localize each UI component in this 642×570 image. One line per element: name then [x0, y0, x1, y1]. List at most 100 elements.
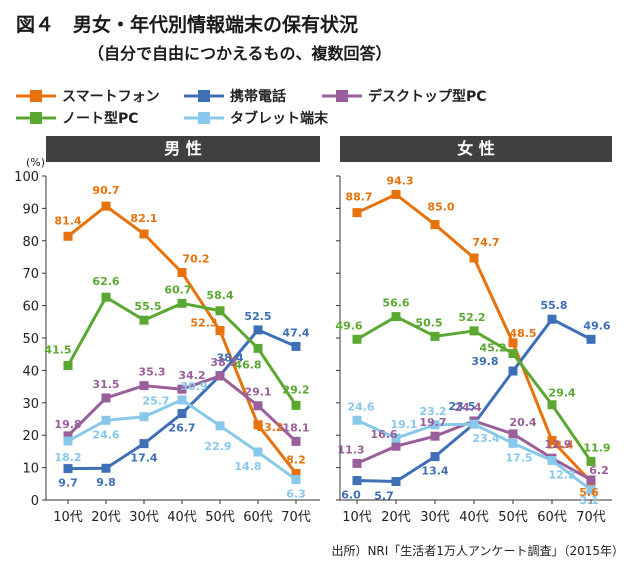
- data-label-notebook: 62.6: [92, 275, 119, 288]
- data-point-desktop: [291, 436, 301, 446]
- data-point-mobile: [101, 463, 111, 473]
- data-label-smartphone: 70.2: [182, 253, 209, 266]
- data-point-mobile: [391, 477, 401, 487]
- data-label-notebook: 41.5: [44, 344, 71, 357]
- data-label-notebook: 60.7: [164, 283, 191, 296]
- data-label-mobile: 47.4: [282, 326, 309, 339]
- data-label-tablet: 24.6: [92, 428, 119, 441]
- data-point-smartphone: [215, 326, 225, 336]
- series-tablet: [63, 395, 301, 485]
- y-tick-label: 10: [22, 462, 39, 477]
- data-label-smartphone: 90.7: [92, 184, 119, 197]
- data-point-smartphone: [291, 468, 301, 478]
- x-tick-label: 70代: [281, 510, 311, 525]
- data-point-smartphone: [253, 420, 263, 430]
- data-point-tablet: [547, 455, 557, 465]
- data-label-tablet: 22.9: [204, 440, 231, 453]
- series-notebook: [352, 312, 596, 466]
- data-point-notebook: [469, 326, 479, 336]
- data-point-tablet: [586, 485, 596, 495]
- x-tick-label: 60代: [537, 510, 567, 525]
- data-label-notebook: 55.5: [134, 300, 161, 313]
- panel-header-bg: [46, 136, 320, 162]
- data-label-tablet: 18.2: [54, 451, 81, 464]
- data-point-notebook: [215, 306, 225, 316]
- legend-label-tablet: タブレット端末: [230, 111, 328, 127]
- data-label-mobile: 9.8: [96, 476, 116, 489]
- legend-row-2: ノート型PC タブレット端末: [16, 108, 328, 128]
- y-tick-label: 30: [22, 397, 39, 412]
- data-point-smartphone: [547, 435, 557, 445]
- x-tick-label: 40代: [167, 510, 197, 525]
- data-label-smartphone: 88.7: [345, 191, 372, 204]
- data-label-tablet: 12.2: [548, 468, 575, 481]
- x-tick-label: 10代: [53, 510, 83, 525]
- data-point-tablet: [508, 438, 518, 448]
- legend-swatch-desktop: [322, 89, 362, 103]
- x-tick-label: 40代: [459, 510, 489, 525]
- data-point-notebook: [253, 343, 263, 353]
- data-point-smartphone: [391, 189, 401, 199]
- legend-item-desktop: デスクトップ型PC: [322, 86, 487, 106]
- data-point-mobile: [63, 464, 73, 474]
- data-label-tablet: 30.9: [180, 380, 207, 393]
- x-tick-label: 20代: [381, 510, 411, 525]
- legend-item-notebook: ノート型PC: [16, 108, 184, 128]
- y-tick-label: 50: [22, 332, 39, 347]
- data-label-desktop: 16.6: [370, 428, 397, 441]
- figure-title: 図４ 男女・年代別情報端末の保有状況: [16, 14, 359, 36]
- data-label-smartphone: 82.1: [130, 212, 157, 225]
- figure-subtitle: （自分で自由につかえるもの、複数回答）: [88, 44, 392, 63]
- data-point-smartphone: [101, 201, 111, 211]
- data-point-notebook: [63, 361, 73, 371]
- series-desktop: [63, 371, 301, 446]
- data-point-smartphone: [508, 338, 518, 348]
- x-tick-label: 50代: [498, 510, 528, 525]
- data-label-desktop: 24.4: [454, 401, 481, 414]
- data-point-smartphone: [352, 208, 362, 218]
- data-point-mobile: [291, 341, 301, 351]
- legend-swatch-tablet: [184, 111, 224, 125]
- data-point-notebook: [139, 315, 149, 325]
- data-point-desktop: [430, 431, 440, 441]
- data-label-mobile: 17.4: [130, 452, 157, 465]
- x-tick-label: 30代: [420, 510, 450, 525]
- y-unit-label: (%): [26, 156, 45, 169]
- data-point-desktop: [253, 401, 263, 411]
- data-label-desktop: 11.3: [337, 443, 364, 456]
- data-label-mobile: 6.0: [341, 489, 361, 502]
- data-point-smartphone: [430, 220, 440, 230]
- data-point-mobile: [177, 408, 187, 418]
- y-tick-label: 100: [14, 170, 39, 185]
- data-label-notebook: 49.6: [335, 319, 362, 332]
- data-point-notebook: [508, 349, 518, 359]
- data-point-desktop: [63, 431, 73, 441]
- data-point-tablet: [177, 395, 187, 405]
- data-point-desktop: [391, 441, 401, 451]
- data-label-desktop: 18.1: [282, 421, 309, 434]
- data-point-mobile: [352, 476, 362, 486]
- data-point-notebook: [391, 312, 401, 322]
- data-label-notebook: 52.2: [458, 311, 485, 324]
- data-label-notebook: 56.6: [382, 297, 409, 310]
- data-point-tablet: [253, 447, 263, 457]
- data-point-tablet: [291, 475, 301, 485]
- x-tick-label: 60代: [243, 510, 273, 525]
- data-point-tablet: [101, 415, 111, 425]
- data-label-mobile: 13.4: [421, 465, 448, 478]
- data-point-mobile: [508, 366, 518, 376]
- series-notebook: [63, 292, 301, 410]
- data-label-smartphone: 8.2: [286, 453, 306, 466]
- data-label-tablet: 6.3: [286, 488, 306, 501]
- data-point-notebook: [291, 400, 301, 410]
- data-point-smartphone: [469, 253, 479, 263]
- data-label-desktop: 20.4: [509, 416, 536, 429]
- data-label-mobile: 38.4: [216, 352, 243, 365]
- data-label-mobile: 49.6: [583, 319, 610, 332]
- data-point-desktop: [215, 371, 225, 381]
- data-label-desktop: 34.2: [178, 369, 205, 382]
- data-label-smartphone: 74.7: [472, 236, 499, 249]
- data-point-tablet: [469, 419, 479, 429]
